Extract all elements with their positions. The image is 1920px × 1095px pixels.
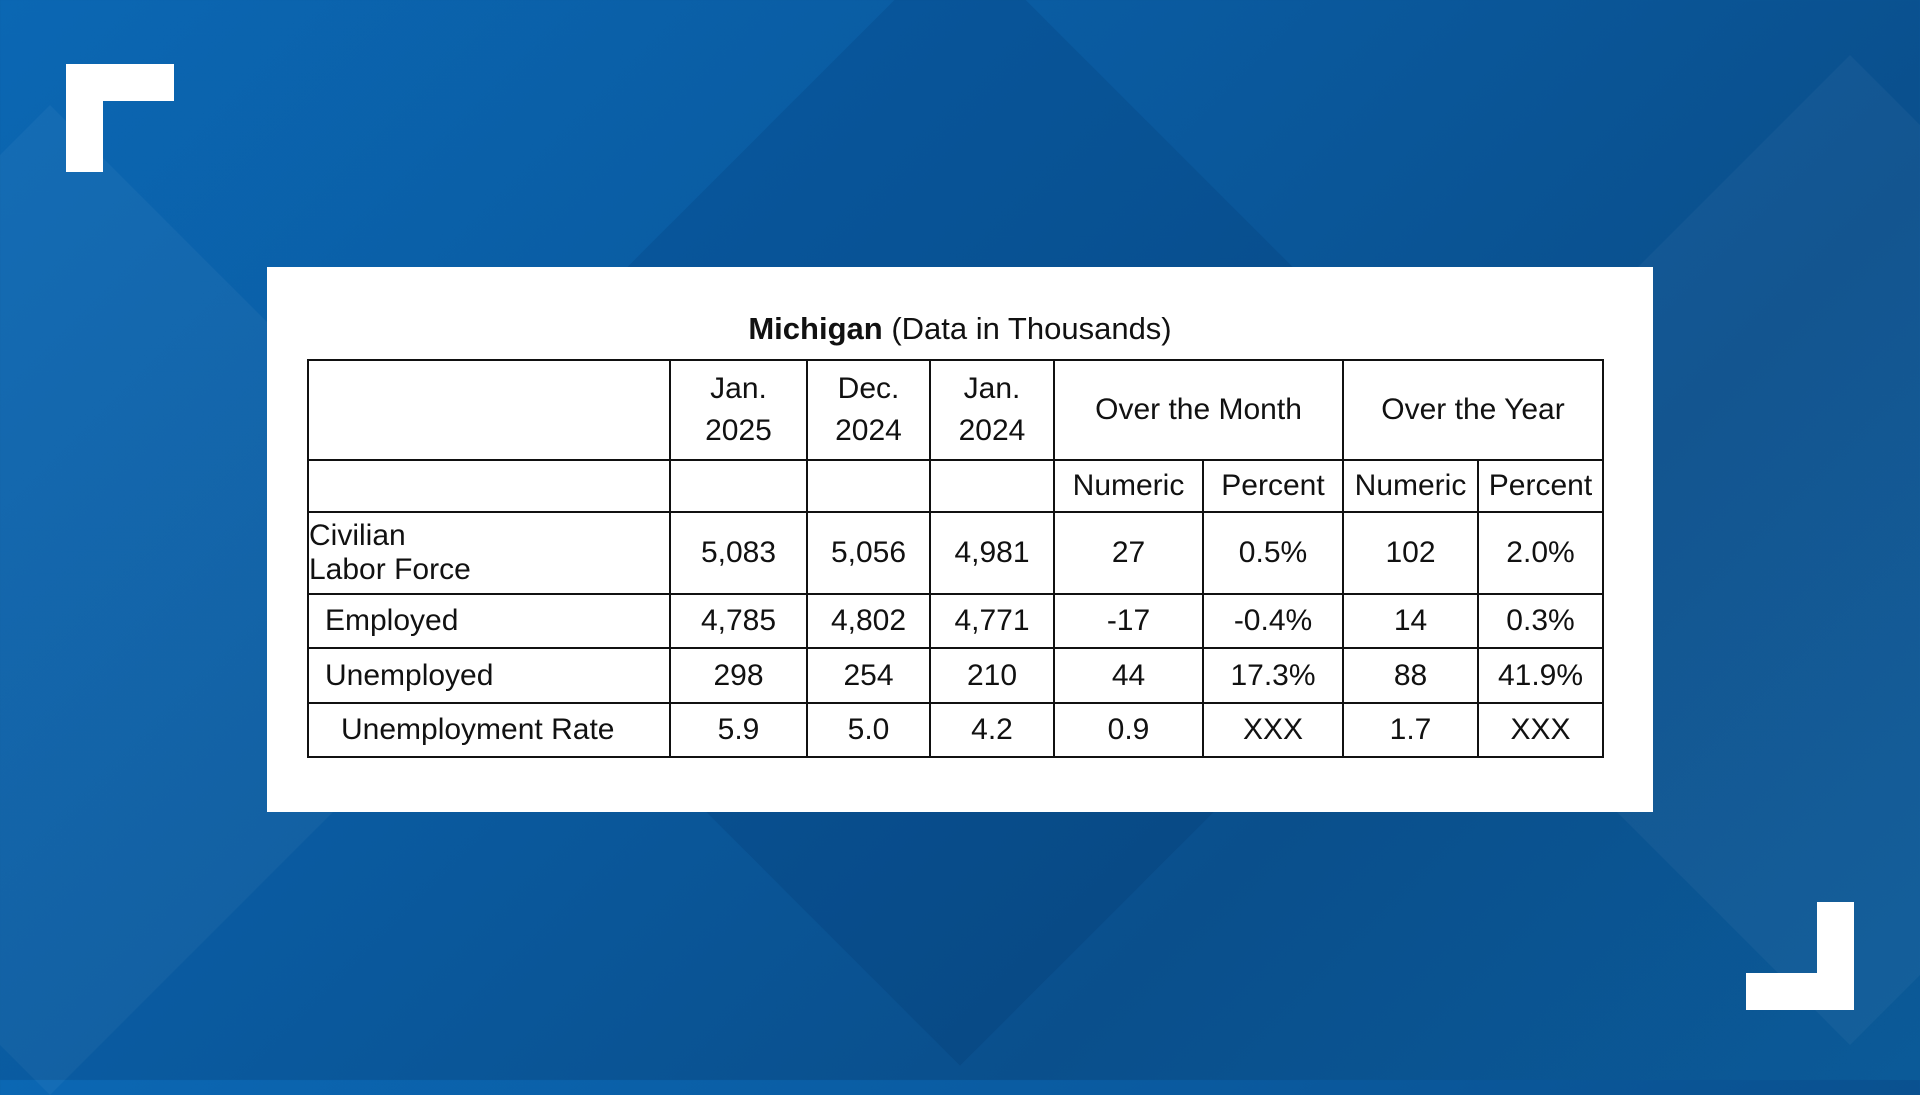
cell: 102: [1342, 511, 1479, 595]
cell: -0.4%: [1202, 593, 1344, 649]
cell: 0.5%: [1202, 511, 1344, 595]
cell: 0.3%: [1477, 593, 1604, 649]
cell: 0.9: [1053, 702, 1204, 758]
table-row: Unemployment Rate 5.9 5.0 4.2 0.9 XXX 1.…: [307, 702, 1604, 758]
cell: 17.3%: [1202, 647, 1344, 704]
header-jan-2024: Jan. 2024: [929, 359, 1055, 461]
header-row: Jan. 2025 Dec. 2024 Jan. 2024 Over the Mont…: [307, 359, 1604, 461]
cell: 5,056: [806, 511, 931, 595]
cell: 27: [1053, 511, 1204, 595]
header-jan-2025: Jan. 2025: [669, 359, 808, 461]
header-year: 2024: [835, 414, 902, 447]
cell: 41.9%: [1477, 647, 1604, 704]
cell: 4.2: [929, 702, 1055, 758]
cell: 14: [1342, 593, 1479, 649]
cell: 254: [806, 647, 931, 704]
corner-bracket-top-left: [66, 64, 174, 172]
row-label-line: Labor Force: [309, 553, 471, 586]
cell: 44: [1053, 647, 1204, 704]
labor-table: Jan. 2025 Dec. 2024 Jan. 2024 Over the Mont…: [307, 359, 1604, 758]
header-dec-2024: Dec. 2024: [806, 359, 931, 461]
header-month: Jan.: [963, 372, 1021, 405]
cell: 4,802: [806, 593, 931, 649]
row-label: Civilian Labor Force: [307, 511, 671, 595]
subheader-empty: [929, 459, 1055, 513]
row-label-line: Civilian: [309, 518, 406, 552]
cell: 4,771: [929, 593, 1055, 649]
cell: -17: [1053, 593, 1204, 649]
header-year: 2024: [958, 414, 1026, 447]
cell: 2.0%: [1477, 511, 1604, 595]
cell: 5,083: [669, 511, 808, 595]
subheader-empty: [307, 459, 671, 513]
cell: XXX: [1202, 702, 1344, 758]
cell: 1.7: [1342, 702, 1479, 758]
subheader-row: Numeric Percent Numeric Percent: [307, 459, 1604, 513]
subheader-month-percent: Percent: [1202, 459, 1344, 513]
table-row: Civilian Labor Force 5,083 5,056 4,981 27…: [307, 511, 1604, 595]
header-over-the-month: Over the Month: [1053, 359, 1344, 461]
subheader-year-numeric: Numeric: [1342, 459, 1479, 513]
cell: 5.9: [669, 702, 808, 758]
table-title: Michigan (Data in Thousands): [267, 311, 1653, 347]
subheader-month-numeric: Numeric: [1053, 459, 1204, 513]
row-label: Unemployed: [307, 647, 671, 704]
table-row: Unemployed 298 254 210 44 17.3% 88 41.9%: [307, 647, 1604, 704]
cell: 210: [929, 647, 1055, 704]
cell: 5.0: [806, 702, 931, 758]
cell: 88: [1342, 647, 1479, 704]
cell: 4,785: [669, 593, 808, 649]
row-label: Unemployment Rate: [307, 702, 671, 758]
cell: XXX: [1477, 702, 1604, 758]
table-card: Michigan (Data in Thousands) Jan. 2025 De…: [267, 267, 1653, 812]
subheader-year-percent: Percent: [1477, 459, 1604, 513]
header-empty: [307, 359, 671, 461]
table-row: Employed 4,785 4,802 4,771 -17 -0.4% 14 …: [307, 593, 1604, 649]
subheader-empty: [669, 459, 808, 513]
title-state: Michigan: [748, 311, 883, 346]
header-month: Jan.: [710, 372, 767, 405]
header-month: Dec.: [837, 372, 900, 405]
title-subtitle: (Data in Thousands): [891, 311, 1172, 346]
subheader-empty: [806, 459, 931, 513]
cell: 4,981: [929, 511, 1055, 595]
corner-bracket-bottom-right: [1746, 902, 1854, 1010]
cell: 298: [669, 647, 808, 704]
header-year: 2025: [705, 414, 772, 447]
row-label: Employed: [307, 593, 671, 649]
header-over-the-year: Over the Year: [1342, 359, 1604, 461]
